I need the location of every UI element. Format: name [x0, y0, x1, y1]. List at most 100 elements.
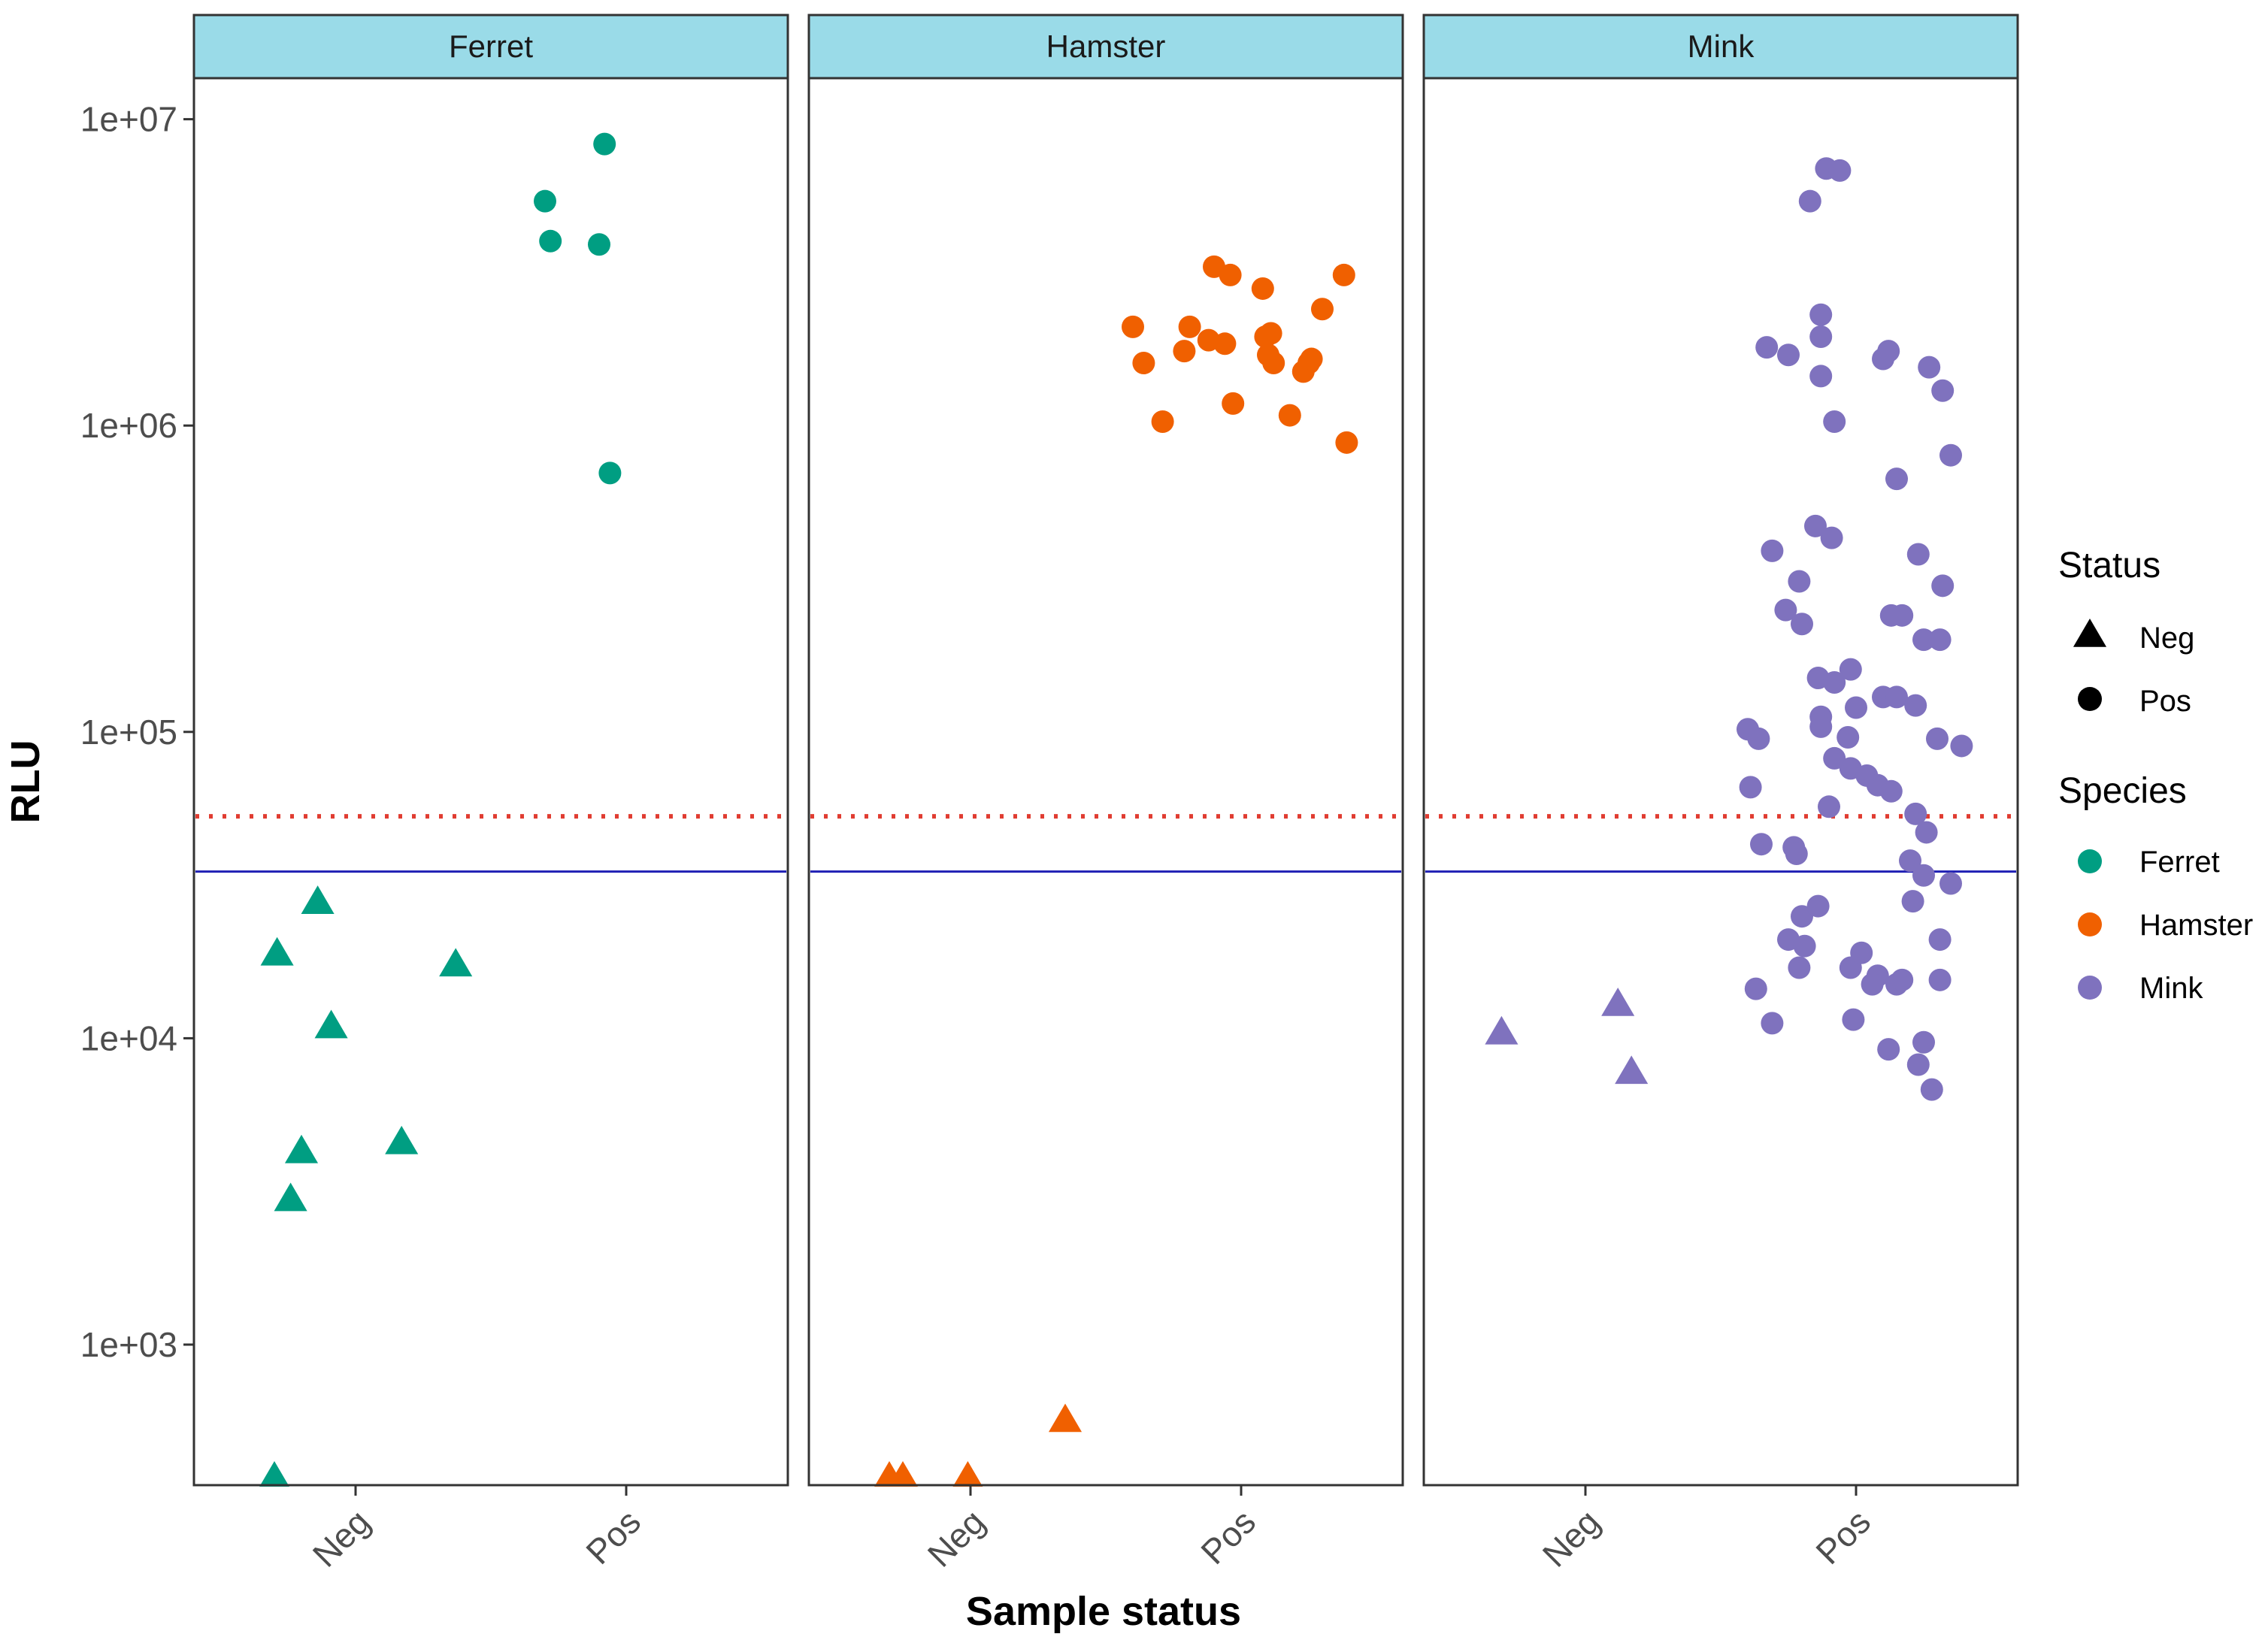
facet-strips: Ferret Hamster Mink: [192, 14, 2019, 80]
data-point-circle: [1845, 696, 1867, 719]
data-point-circle: [1809, 365, 1833, 388]
y-axis: 1e+03 1e+04 1e+05 1e+06 1e+07: [80, 100, 194, 1364]
data-point-circle: [1926, 727, 1949, 750]
data-point-circle: [539, 229, 562, 253]
data-point-circle: [1906, 543, 1930, 566]
data-point-circle: [1222, 392, 1245, 415]
data-point-circle: [1818, 795, 1840, 818]
series-mink-neg: [1485, 987, 1649, 1085]
data-point-circle: [1920, 1078, 1943, 1101]
x-axis-title: Sample status: [966, 1589, 1241, 1634]
data-point-circle: [588, 233, 610, 256]
data-point-circle: [1809, 303, 1833, 326]
panel-bottom-mask: [180, 1487, 2015, 1496]
legend: Status Neg Pos Species Ferret Hamster Mink: [2058, 546, 2253, 1005]
data-point-circle: [1151, 410, 1174, 433]
data-point-circle: [1311, 298, 1334, 321]
data-point-circle: [1806, 894, 1830, 918]
y-tick-label: 1e+06: [80, 406, 177, 445]
data-point-circle: [1823, 410, 1846, 433]
data-point-circle: [1828, 159, 1852, 182]
x-axis: Neg Pos Neg Pos Neg Pos: [305, 1485, 1878, 1575]
y-axis-title: RLU: [3, 740, 48, 824]
panel-hamster: [807, 77, 1404, 1487]
data-point-circle: [1885, 685, 1908, 709]
facet-label-ferret: Ferret: [449, 29, 533, 64]
data-point-circle: [1755, 336, 1779, 359]
data-point-triangle: [439, 948, 473, 977]
data-point-circle: [1891, 604, 1914, 627]
data-point-circle: [598, 461, 622, 485]
series-mink-pos: [1737, 157, 1973, 1101]
data-point-triangle: [257, 1461, 292, 1490]
data-point-circle: [1939, 443, 1962, 467]
data-point-circle: [1132, 352, 1155, 375]
legend-label-pos: Pos: [2139, 685, 2191, 718]
data-point-circle: [1332, 263, 1355, 286]
data-point-circle: [1928, 968, 1952, 991]
legend-key-ferret: [2078, 849, 2102, 873]
series-ferret-pos: [534, 132, 622, 485]
data-point-circle: [1823, 671, 1846, 694]
legend-label-neg: Neg: [2139, 622, 2194, 655]
y-tick-label: 1e+07: [80, 100, 177, 139]
data-point-circle: [1739, 776, 1762, 799]
y-tick-label: 1e+05: [80, 713, 177, 752]
data-point-circle: [1885, 467, 1908, 491]
data-point-triangle: [1048, 1403, 1083, 1433]
panel-mink: [1422, 77, 2019, 1487]
data-point-circle: [1877, 340, 1900, 363]
data-point-circle: [1842, 1008, 1865, 1031]
data-point-circle: [1809, 715, 1833, 738]
series-hamster-pos: [1122, 255, 1358, 454]
data-point-circle: [1788, 570, 1811, 593]
data-point-circle: [1899, 849, 1921, 873]
data-point-circle: [1178, 315, 1201, 338]
data-point-circle: [1939, 872, 1962, 895]
data-point-circle: [1213, 332, 1237, 356]
data-point-circle: [1837, 726, 1860, 749]
x-tick-label-pos: Pos: [1193, 1502, 1263, 1572]
data-point-circle: [1839, 658, 1862, 681]
y-tick-label: 1e+03: [80, 1325, 177, 1364]
facet-label-hamster: Hamster: [1046, 29, 1166, 64]
legend-label-mink: Mink: [2139, 972, 2203, 1005]
data-point-circle: [1219, 263, 1242, 286]
data-point-circle: [1761, 539, 1784, 562]
data-point-circle: [1901, 890, 1924, 913]
data-point-circle: [1950, 734, 1973, 758]
series-hamster-neg: [872, 1403, 1083, 1490]
data-point-circle: [1912, 1030, 1935, 1054]
data-point-circle: [1777, 343, 1800, 367]
data-point-triangle: [385, 1125, 419, 1154]
data-point-circle: [1761, 1012, 1784, 1035]
data-point-circle: [1918, 356, 1941, 379]
legend-key-neg: [2073, 619, 2107, 647]
data-point-circle: [1804, 514, 1827, 537]
data-point-triangle: [314, 1009, 348, 1039]
data-point-circle: [1788, 956, 1811, 979]
data-point-circle: [1912, 864, 1935, 887]
data-point-triangle: [274, 1182, 307, 1212]
data-point-circle: [1774, 598, 1797, 622]
data-point-triangle: [284, 1134, 319, 1163]
data-point-circle: [534, 189, 556, 213]
legend-label-hamster: Hamster: [2139, 909, 2253, 942]
data-point-circle: [1820, 526, 1843, 549]
reference-lines: [195, 814, 2016, 873]
facet-strip-hamster: [807, 14, 1404, 80]
data-point-circle: [1891, 968, 1914, 991]
x-tick-label-pos: Pos: [1808, 1502, 1878, 1572]
data-point-circle: [1904, 694, 1927, 717]
data-point-circle: [1928, 628, 1952, 652]
data-point-circle: [1750, 833, 1773, 856]
facet-panels: [192, 77, 2019, 1487]
data-point-triangle: [1615, 1055, 1649, 1085]
data-point-circle: [1785, 843, 1808, 866]
data-point-circle: [1877, 1038, 1900, 1061]
data-point-circle: [1251, 277, 1274, 300]
data-point-circle: [1912, 628, 1935, 652]
data-point-circle: [593, 132, 616, 156]
data-point-circle: [1791, 905, 1813, 928]
